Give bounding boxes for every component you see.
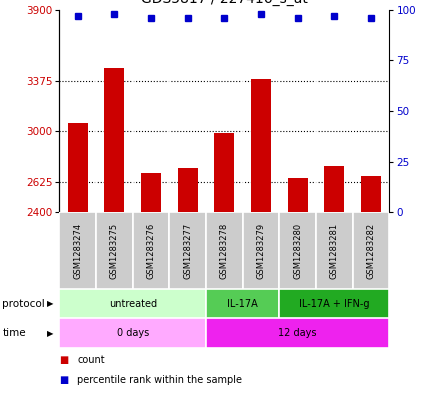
- Bar: [141, 173, 161, 212]
- Text: time: time: [2, 328, 26, 338]
- Bar: [59, 289, 206, 318]
- Bar: [206, 289, 279, 318]
- Bar: [104, 68, 125, 212]
- Bar: [353, 212, 389, 289]
- Bar: [96, 212, 133, 289]
- Text: GSM1283282: GSM1283282: [367, 222, 376, 279]
- Bar: [68, 123, 88, 212]
- Bar: [316, 212, 353, 289]
- Text: GSM1283279: GSM1283279: [257, 222, 266, 279]
- Bar: [279, 212, 316, 289]
- Text: 12 days: 12 days: [279, 328, 317, 338]
- Text: GSM1283278: GSM1283278: [220, 222, 229, 279]
- Text: ▶: ▶: [47, 299, 53, 308]
- Text: GSM1283275: GSM1283275: [110, 222, 119, 279]
- Bar: [206, 212, 243, 289]
- Bar: [324, 166, 345, 212]
- Bar: [251, 79, 271, 212]
- Bar: [243, 212, 279, 289]
- Bar: [206, 318, 389, 348]
- Text: count: count: [77, 355, 105, 365]
- Text: GSM1283281: GSM1283281: [330, 222, 339, 279]
- Bar: [361, 176, 381, 212]
- Text: GSM1283276: GSM1283276: [147, 222, 156, 279]
- Text: percentile rank within the sample: percentile rank within the sample: [77, 375, 242, 386]
- Text: untreated: untreated: [109, 299, 157, 309]
- Text: GSM1283280: GSM1283280: [293, 222, 302, 279]
- Text: ■: ■: [59, 355, 69, 365]
- Title: GDS5817 / 227416_s_at: GDS5817 / 227416_s_at: [141, 0, 308, 6]
- Text: GSM1283274: GSM1283274: [73, 222, 82, 279]
- Text: ▶: ▶: [47, 329, 53, 338]
- Bar: [214, 132, 235, 212]
- Text: IL-17A + IFN-g: IL-17A + IFN-g: [299, 299, 370, 309]
- Bar: [59, 318, 206, 348]
- Text: IL-17A: IL-17A: [227, 299, 258, 309]
- Bar: [59, 212, 96, 289]
- Bar: [169, 212, 206, 289]
- Bar: [178, 168, 198, 212]
- Text: ■: ■: [59, 375, 69, 386]
- Text: 0 days: 0 days: [117, 328, 149, 338]
- Bar: [133, 212, 169, 289]
- Text: GSM1283277: GSM1283277: [183, 222, 192, 279]
- Bar: [279, 289, 389, 318]
- Bar: [288, 178, 308, 212]
- Text: protocol: protocol: [2, 299, 45, 309]
